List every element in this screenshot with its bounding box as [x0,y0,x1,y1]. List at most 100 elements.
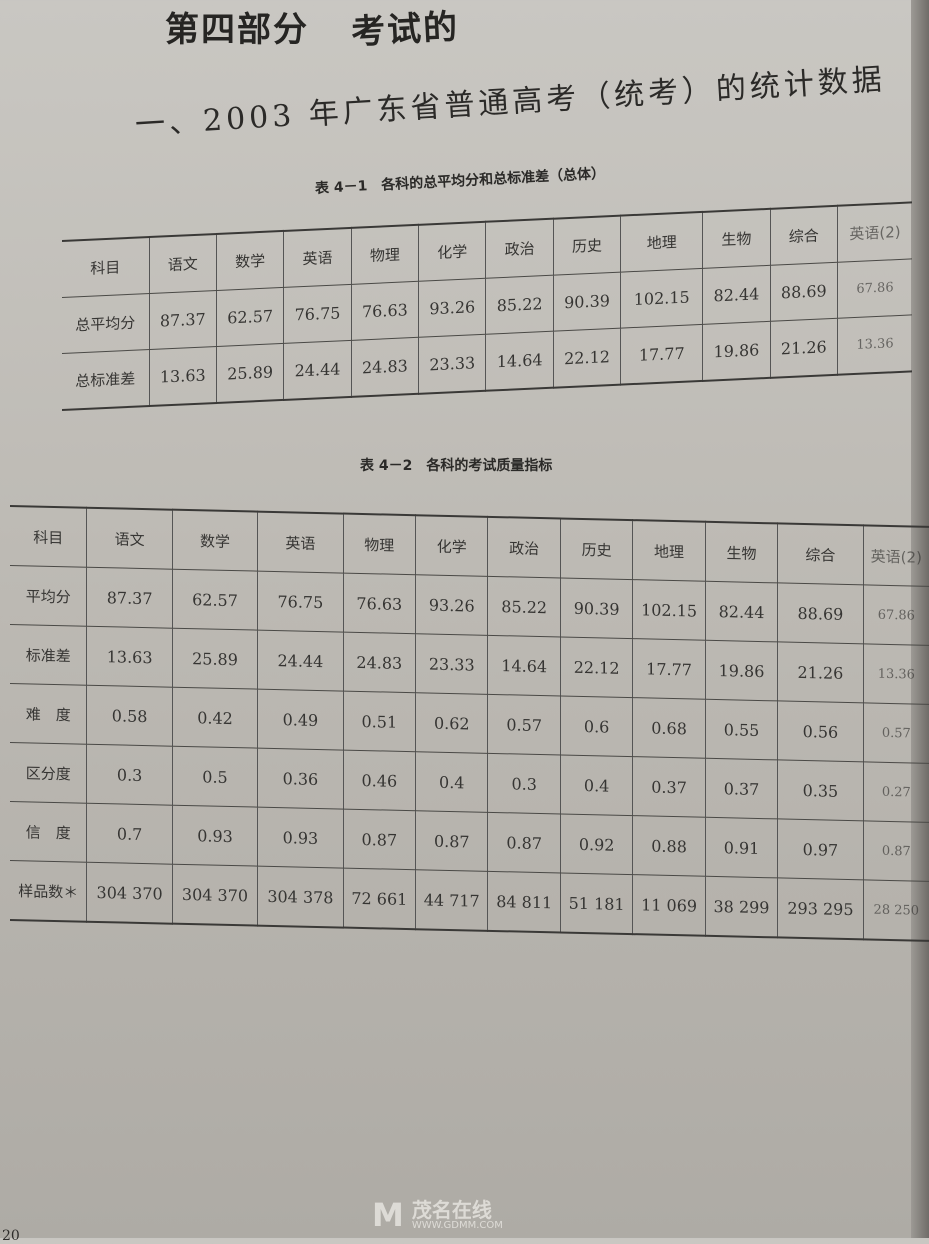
table-cell: 67.86 [837,258,912,319]
table-cell: 11 069 [632,874,706,936]
table-cell: 0.92 [560,813,633,875]
column-header: 英语 [283,227,352,288]
table-cell: 0.87 [487,812,561,873]
table-cell: 14.64 [487,635,561,696]
table-cell: 93.26 [418,278,486,338]
table-cell: 293 295 [777,877,864,940]
table-cell: 0.4 [560,754,633,816]
column-header: 物理 [351,224,419,285]
table2: 科目 语文 数学 英语 物理 化学 政治 历史 地理 生物 综合 英语(2) 平均分 87.37 62.57… [10,505,929,942]
column-header: 生物 [702,208,771,269]
column-header: 英语(2) [863,525,929,587]
table-cell: 44 717 [415,869,488,931]
row-header: 标准差 [10,624,87,686]
column-header: 综合 [770,205,838,266]
table-cell: 62.57 [172,569,258,631]
table-cell: 0.62 [415,692,488,754]
table-cell: 28 250 [863,879,929,941]
table-cell: 0.27 [863,761,929,823]
table-cell: 0.42 [172,687,258,749]
column-header: 地理 [632,520,706,582]
table-cell: 82.44 [702,265,771,325]
table-cell: 0.37 [632,756,706,818]
column-header: 生物 [705,521,778,583]
table-cell: 0.87 [415,810,488,872]
table-cell: 24.83 [351,337,419,397]
table-cell: 19.86 [705,640,778,701]
table-cell: 25.89 [172,628,258,690]
table-cell: 0.56 [777,700,864,762]
table-cell: 0.35 [777,759,864,821]
table-cell: 87.37 [86,567,173,629]
table-cell: 88.69 [777,582,864,644]
table-cell: 13.63 [149,346,217,407]
column-header: 英语 [257,511,344,574]
page-edge [911,0,929,1238]
table-cell: 0.58 [86,685,173,747]
column-header: 化学 [415,515,488,577]
column-header: 综合 [777,523,864,585]
table-cell: 67.86 [863,584,929,646]
row-header: 平均分 [10,565,87,627]
table-cell: 0.57 [863,702,929,764]
table-cell: 24.44 [257,630,344,692]
table-cell: 0.87 [863,820,929,882]
table-cell: 88.69 [770,262,838,322]
column-header: 科目 [62,237,150,298]
table-cell: 13.36 [837,314,912,375]
table-cell: 0.55 [705,699,778,760]
table-cell: 102.15 [632,579,706,641]
section-title: 一、2003 年广东省普通高考（统考）的统计数据 [134,62,887,143]
table-cell: 0.68 [632,697,706,759]
table-cell: 0.36 [257,748,344,810]
table-cell: 0.37 [705,758,778,819]
table-cell: 85.22 [487,576,561,637]
column-header: 科目 [10,506,87,568]
table-cell: 38 299 [705,876,778,938]
column-header: 英语(2) [837,202,912,263]
row-header: 区分度 [10,742,87,804]
table-cell: 21.26 [770,318,838,378]
column-header: 化学 [418,221,486,282]
row-header: 总标准差 [62,349,150,410]
column-header: 历史 [560,518,633,580]
column-header: 政治 [485,218,554,279]
column-header: 语文 [149,233,217,294]
table1-caption: 表 4－1 各科的总平均分和总标准差（总体） [314,165,606,197]
table-cell: 13.63 [86,626,173,688]
logo-m-icon: M [372,1196,404,1234]
table-cell: 0.51 [343,691,416,752]
table-cell: 87.37 [149,290,217,350]
table-cell: 0.91 [705,817,778,878]
table-cell: 17.77 [620,324,703,385]
table-cell: 0.4 [415,751,488,813]
table-cell: 24.44 [283,340,352,400]
table-cell: 304 370 [86,862,173,924]
table-cell: 0.6 [560,695,633,757]
table-cell: 14.64 [485,331,554,391]
table-cell: 304 378 [257,866,344,928]
table-cell: 76.63 [343,573,416,634]
column-header: 语文 [86,507,173,570]
column-header: 数学 [172,509,258,572]
table-cell: 13.36 [863,643,929,705]
table-cell: 62.57 [216,287,284,347]
table-cell: 0.97 [777,818,864,880]
row-header: 难 度 [10,683,87,745]
table-cell: 0.93 [172,805,258,867]
column-header: 地理 [620,211,703,273]
part-title: 第四部分 考试的 [165,7,461,53]
table-cell: 21.26 [777,641,864,703]
watermark-logo: M 茂名在线 WWW.GDMM.COM [372,1196,503,1234]
table-cell: 90.39 [553,272,621,332]
table-cell: 22.12 [553,328,621,388]
page-number: 20 [2,1228,20,1244]
column-header: 历史 [553,215,621,276]
column-header: 物理 [343,513,416,575]
table-cell: 72 661 [343,868,416,930]
table-cell: 0.7 [86,803,173,865]
table-cell: 76.63 [351,281,419,341]
table-cell: 0.3 [86,744,173,806]
table-cell: 102.15 [620,268,703,329]
table-cell: 19.86 [702,321,771,381]
